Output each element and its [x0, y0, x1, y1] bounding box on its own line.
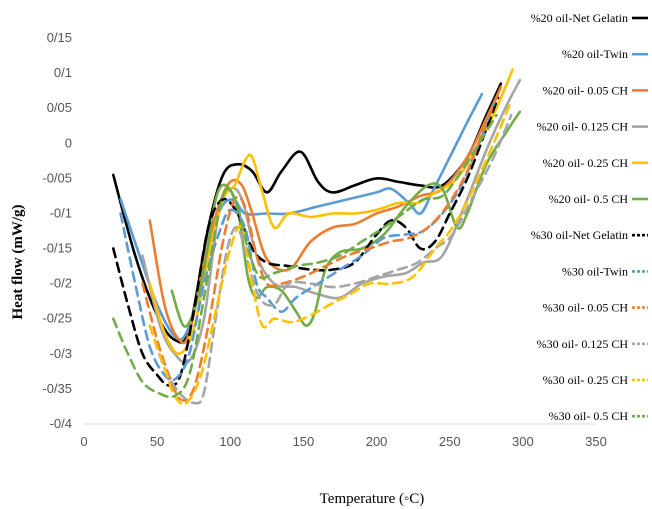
legend-label: %20 oil-Twin: [562, 47, 628, 61]
legend-label: %20 oil- 0.5 CH: [549, 192, 629, 206]
legend-label: %30 oil- 0.125 CH: [537, 337, 629, 351]
series-line-11: [148, 99, 513, 406]
series-line-12: [112, 113, 498, 399]
series-line-10: [148, 113, 513, 405]
y-tick-label: -0/4: [50, 416, 72, 431]
x-tick-label: 200: [366, 434, 388, 449]
y-tick-label: 0/15: [47, 30, 72, 45]
legend-label: %30 oil- 0.5 CH: [549, 409, 629, 423]
legend-label: %20 oil-Net Gelatin: [531, 11, 628, 25]
series-line-5: [148, 68, 514, 356]
series-line-4: [141, 78, 522, 365]
legend-label: %30 oil- 0.05 CH: [543, 301, 629, 315]
x-tick-label: 300: [512, 434, 534, 449]
x-axis-title: Temperature (◦C): [320, 491, 425, 507]
series-line-9: [141, 85, 503, 402]
series-line-7: [112, 96, 500, 387]
axes: 0 50 100 150 200 250 300 350 -0/4 -0/35 -0/3 -0/25 -…: [42, 30, 606, 449]
x-tick-label: 100: [219, 434, 241, 449]
y-tick-label: 0: [65, 135, 72, 150]
plot-area: [112, 68, 522, 406]
y-tick-label: 0/05: [47, 100, 72, 115]
x-tick-label: 0: [80, 434, 87, 449]
x-tick-label: 350: [585, 434, 607, 449]
y-tick-label: 0/1: [54, 65, 72, 80]
y-tick-label: -0/35: [42, 381, 72, 396]
legend-label: %30 oil-Net Gelatin: [531, 228, 628, 242]
legend: %20 oil-Net Gelatin %20 oil-Twin %20 oil- …: [531, 11, 648, 423]
y-axis-title: Heat flow (mW/g): [10, 205, 26, 320]
legend-label: %20 oil- 0.05 CH: [543, 83, 629, 97]
x-tick-label: 250: [439, 434, 461, 449]
legend-label: %20 oil- 0.125 CH: [537, 120, 629, 134]
y-tick-label: -0/1: [50, 205, 72, 220]
x-tick-label: 50: [150, 434, 164, 449]
x-tick-label: 150: [293, 434, 315, 449]
y-tick-label: -0/25: [42, 311, 72, 326]
y-tick-label: -0/15: [42, 241, 72, 256]
y-tick-label: -0/2: [50, 276, 72, 291]
legend-label: %20 oil- 0.25 CH: [543, 156, 629, 170]
legend-label: %30 oil- 0.25 CH: [543, 373, 629, 387]
y-tick-label: -0/3: [50, 346, 72, 361]
series-line-6: [170, 110, 522, 328]
y-tick-label: -0/05: [42, 170, 72, 185]
legend-label: %30 oil-Twin: [562, 264, 628, 278]
